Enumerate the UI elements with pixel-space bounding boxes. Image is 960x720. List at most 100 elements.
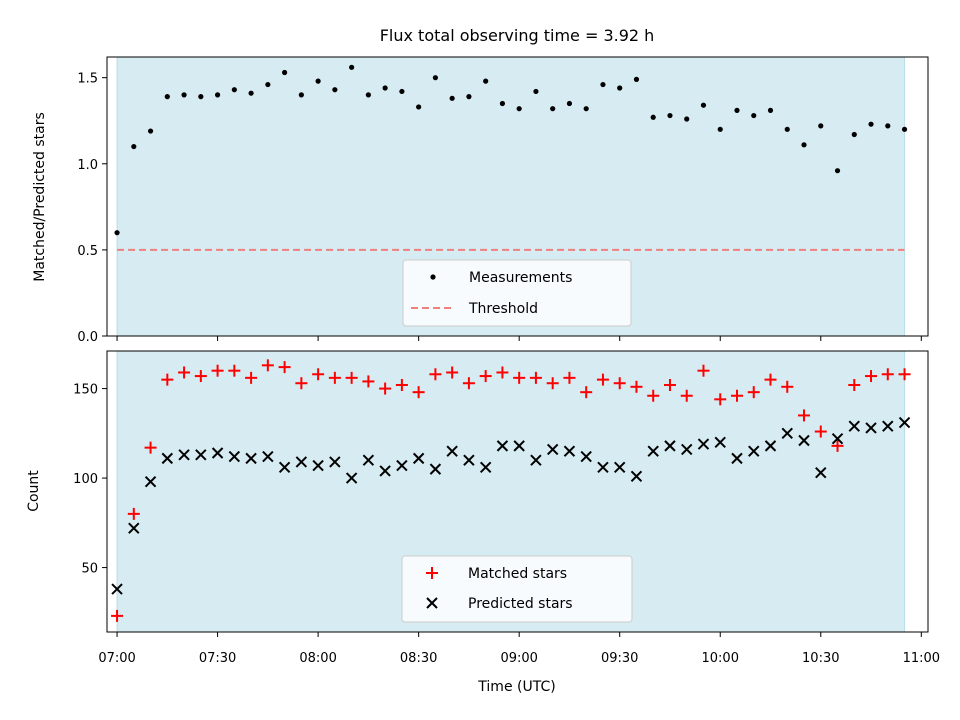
predicted-star-point bbox=[798, 434, 810, 447]
matched-star-point bbox=[178, 366, 191, 379]
y-tick-label: 0.5 bbox=[77, 244, 98, 259]
predicted-star-point bbox=[597, 461, 609, 474]
predicted-star-point bbox=[211, 447, 224, 459]
predicted-star-point bbox=[463, 454, 475, 466]
predicted-star-point bbox=[362, 454, 375, 466]
measurement-point bbox=[164, 94, 170, 100]
matched-star-point bbox=[865, 370, 878, 383]
top-panel: Flux total observing time = 3.92 h 0.0 0.… bbox=[32, 26, 929, 345]
predicted-star-point bbox=[530, 454, 542, 466]
measurement-point bbox=[751, 112, 757, 119]
matched-star-point bbox=[228, 364, 241, 377]
predicted-star-point bbox=[546, 443, 559, 456]
matched-stars-legend-label: Matched stars bbox=[468, 566, 567, 582]
matched-stars-legend-marker bbox=[426, 567, 438, 579]
measurement-point bbox=[131, 143, 137, 150]
y-tick-label: 100 bbox=[73, 472, 98, 487]
predicted-star-point bbox=[144, 475, 157, 488]
x-tick-label: 08:00 bbox=[299, 651, 336, 666]
top-axes-frame bbox=[106, 56, 929, 337]
measurement-point bbox=[784, 126, 790, 132]
matched-star-point bbox=[496, 366, 509, 379]
predicted-star-point bbox=[664, 440, 676, 452]
top-legend: Measurements Threshold bbox=[402, 259, 632, 327]
measurement-point bbox=[265, 81, 271, 88]
predicted-stars-legend-marker bbox=[426, 597, 438, 609]
predicted-star-point bbox=[513, 440, 525, 452]
predicted-star-point bbox=[647, 445, 659, 457]
predicted-star-point bbox=[815, 466, 827, 479]
y-tick-label: 0.0 bbox=[77, 330, 98, 345]
matched-star-point bbox=[446, 366, 459, 379]
measurement-point bbox=[483, 78, 489, 84]
measurement-point bbox=[382, 85, 388, 91]
matched-star-point bbox=[328, 371, 341, 384]
top-x-ticks bbox=[116, 336, 922, 341]
matched-star-point bbox=[747, 386, 760, 399]
matched-star-point bbox=[764, 373, 777, 386]
x-tick-label: 07:30 bbox=[199, 651, 236, 666]
measurements-legend-label: Measurements bbox=[469, 270, 572, 286]
predicted-star-point bbox=[245, 452, 257, 465]
measurement-point bbox=[533, 88, 539, 95]
matched-star-point bbox=[546, 377, 559, 390]
predicted-star-point bbox=[697, 438, 710, 450]
predicted-star-point bbox=[278, 461, 291, 474]
measurement-points bbox=[114, 64, 908, 236]
matched-star-point bbox=[144, 441, 157, 454]
bottom-y-ticks: 50 100 150 bbox=[73, 383, 107, 577]
x-tick-label: 10:30 bbox=[802, 651, 839, 666]
predicted-star-point bbox=[161, 452, 174, 465]
predicted-star-point bbox=[396, 459, 408, 472]
measurement-point bbox=[734, 107, 740, 113]
predicted-star-point bbox=[345, 472, 358, 484]
matched-star-point bbox=[429, 368, 442, 381]
x-tick-label: 11:00 bbox=[903, 651, 940, 666]
measurement-point bbox=[198, 94, 204, 100]
bottom-y-axis-label: Count bbox=[26, 470, 42, 512]
bottom-axes-frame bbox=[106, 350, 929, 633]
measurement-point bbox=[248, 90, 254, 96]
measurement-point bbox=[650, 114, 656, 120]
predicted-star-point bbox=[580, 450, 592, 463]
matched-star-point bbox=[479, 370, 492, 383]
measurement-point bbox=[298, 92, 304, 98]
matched-star-point bbox=[412, 386, 425, 399]
measurement-point bbox=[516, 106, 522, 112]
matched-star-point bbox=[848, 379, 861, 392]
matched-star-point bbox=[245, 371, 258, 384]
matched-star-point bbox=[513, 371, 526, 384]
matched-star-point bbox=[379, 382, 392, 395]
measurement-point bbox=[147, 128, 154, 134]
x-tick-label: 10:00 bbox=[702, 651, 739, 666]
predicted-star-point bbox=[865, 422, 877, 434]
predicted-stars-points bbox=[111, 416, 911, 595]
predicted-star-point bbox=[630, 470, 643, 482]
measurement-point bbox=[499, 100, 506, 107]
predicted-star-point bbox=[412, 452, 425, 465]
measurement-point bbox=[550, 106, 556, 112]
measurement-point bbox=[315, 78, 321, 84]
measurement-point bbox=[684, 116, 690, 122]
y-tick-label: 1.5 bbox=[77, 72, 98, 87]
measurement-point bbox=[851, 131, 857, 138]
matched-star-point bbox=[563, 371, 576, 384]
predicted-star-point bbox=[714, 436, 726, 448]
x-tick-label: 07:00 bbox=[98, 651, 135, 666]
matched-star-point bbox=[127, 507, 140, 520]
measurement-point bbox=[600, 81, 606, 88]
matched-star-point bbox=[395, 379, 408, 392]
measurement-point bbox=[801, 142, 807, 148]
top-chart-title: Flux total observing time = 3.92 h bbox=[380, 26, 655, 45]
threshold-legend-label: Threshold bbox=[468, 301, 538, 317]
y-tick-label: 150 bbox=[73, 383, 98, 398]
measurement-point bbox=[818, 123, 824, 129]
predicted-star-point bbox=[228, 450, 241, 463]
top-y-ticks: 0.0 0.5 1.0 1.5 bbox=[77, 72, 107, 345]
measurement-point bbox=[868, 121, 874, 127]
measurement-point bbox=[416, 104, 422, 110]
measurement-point bbox=[349, 64, 355, 70]
measurement-point bbox=[181, 92, 187, 98]
measurement-point bbox=[114, 230, 120, 236]
bottom-legend: Matched stars Predicted stars bbox=[401, 555, 633, 623]
